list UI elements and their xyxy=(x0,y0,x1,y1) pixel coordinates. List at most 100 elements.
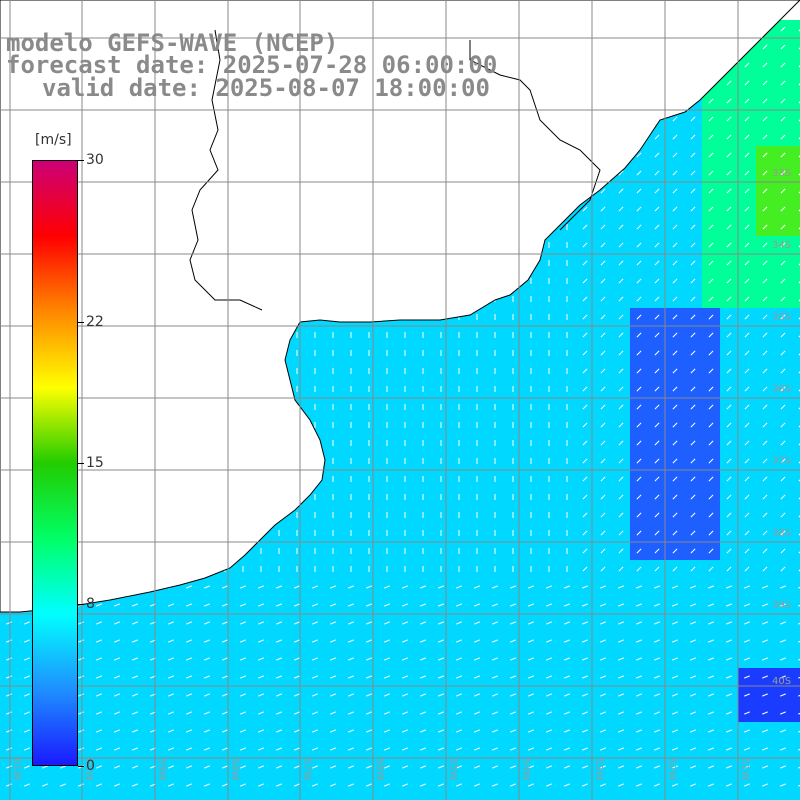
wind-arrow xyxy=(726,729,732,733)
wind-arrow xyxy=(24,639,30,643)
wind-arrow xyxy=(780,296,786,302)
wind-arrow xyxy=(474,711,480,715)
colorbar xyxy=(32,160,78,766)
wind-arrow xyxy=(564,639,570,643)
wind-cell xyxy=(252,794,270,800)
wind-arrow xyxy=(366,729,372,733)
wind-arrow xyxy=(582,585,588,589)
wind-arrow xyxy=(474,603,480,607)
wind-arrow xyxy=(672,422,678,428)
wind-arrow xyxy=(744,368,750,374)
wind-arrow xyxy=(618,765,624,769)
wind-arrow xyxy=(24,783,30,787)
wind-cell xyxy=(792,686,800,704)
wind-arrow xyxy=(186,639,192,643)
wind-arrow xyxy=(708,476,714,482)
wind-arrow xyxy=(240,621,246,625)
wind-arrow xyxy=(600,621,606,625)
wind-arrow xyxy=(672,440,678,446)
wind-arrow xyxy=(366,693,372,697)
wind-arrow xyxy=(744,693,750,697)
wind-arrow xyxy=(708,675,714,679)
wind-cell xyxy=(792,146,800,164)
wind-arrow xyxy=(384,585,390,589)
wind-arrow xyxy=(690,386,696,392)
wind-arrow xyxy=(186,783,192,787)
wind-arrow xyxy=(582,404,588,410)
wind-arrow xyxy=(726,440,732,446)
wind-arrow xyxy=(744,639,750,643)
wind-cell xyxy=(72,794,90,800)
wind-arrow xyxy=(708,422,714,428)
wind-arrow xyxy=(204,639,210,643)
wind-arrow xyxy=(204,675,210,679)
wind-arrow xyxy=(618,621,624,625)
wind-arrow xyxy=(600,440,606,446)
wind-arrow xyxy=(744,675,750,679)
forecast-date: forecast date: 2025-07-28 06:00:00 xyxy=(6,51,498,79)
wind-arrow xyxy=(708,729,714,733)
wind-arrow xyxy=(690,116,696,122)
wind-arrow xyxy=(582,729,588,733)
wind-arrow xyxy=(636,386,642,392)
wind-arrow xyxy=(618,675,624,679)
wind-arrow xyxy=(780,639,786,643)
wind-arrow xyxy=(690,314,696,320)
wind-arrow xyxy=(672,783,678,787)
wind-arrow xyxy=(528,639,534,643)
wind-arrow xyxy=(726,585,732,589)
wind-cell xyxy=(792,308,800,326)
wind-arrow xyxy=(204,657,210,661)
wind-arrow xyxy=(402,747,408,751)
wind-arrow xyxy=(690,188,696,194)
wind-arrow xyxy=(726,566,732,572)
wind-arrow xyxy=(168,693,174,697)
wind-arrow xyxy=(762,116,768,122)
wind-arrow xyxy=(600,585,606,589)
wind-arrow xyxy=(222,603,228,607)
wind-arrow xyxy=(78,639,84,643)
wind-arrow xyxy=(798,784,800,787)
wind-arrow xyxy=(132,711,138,715)
wind-arrow xyxy=(582,657,588,661)
wind-arrow xyxy=(204,747,210,751)
wind-arrow xyxy=(744,494,750,500)
wind-arrow xyxy=(690,350,696,356)
wind-arrow xyxy=(6,711,12,715)
wind-arrow xyxy=(546,693,552,697)
wind-arrow xyxy=(564,657,570,661)
wind-arrow xyxy=(654,711,660,715)
wind-arrow xyxy=(438,603,444,607)
wind-arrow xyxy=(690,765,696,769)
wind-arrow xyxy=(222,747,228,751)
wind-arrow xyxy=(654,458,660,464)
wind-arrow xyxy=(744,80,750,86)
wind-arrow xyxy=(24,747,30,751)
wind-arrow xyxy=(636,603,642,607)
wind-arrow xyxy=(582,458,588,464)
wind-arrow xyxy=(726,404,732,410)
wind-arrow xyxy=(798,640,800,643)
wind-arrow xyxy=(78,675,84,679)
wind-arrow xyxy=(510,639,516,643)
wind-arrow xyxy=(726,170,732,176)
wind-arrow xyxy=(474,639,480,643)
wind-arrow xyxy=(780,188,786,194)
wind-cell xyxy=(792,668,800,686)
wind-arrow xyxy=(780,747,786,751)
wind-arrow xyxy=(618,729,624,733)
wind-arrow xyxy=(6,657,12,661)
wind-arrow xyxy=(798,586,800,589)
wind-arrow xyxy=(762,404,768,410)
wind-arrow xyxy=(402,603,408,607)
wind-arrow xyxy=(672,404,678,410)
wind-arrow xyxy=(636,693,642,697)
wind-arrow xyxy=(780,206,786,212)
latitude-label: 37S xyxy=(772,456,791,467)
wind-arrow xyxy=(528,729,534,733)
wind-arrow xyxy=(330,765,336,769)
wind-arrow xyxy=(564,603,570,607)
wind-arrow xyxy=(582,693,588,697)
wind-arrow xyxy=(672,765,678,769)
wind-arrow xyxy=(276,621,282,625)
